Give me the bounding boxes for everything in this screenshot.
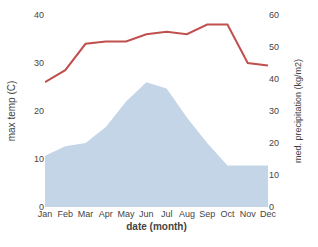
svg-text:60: 60 (269, 10, 279, 20)
svg-text:Dec: Dec (260, 209, 277, 219)
svg-text:max temp (C): max temp (C) (6, 81, 17, 142)
svg-text:40: 40 (34, 10, 44, 20)
svg-text:May: May (118, 209, 136, 219)
svg-text:date (month): date (month) (126, 221, 187, 232)
svg-text:0: 0 (269, 202, 274, 212)
svg-text:30: 30 (34, 58, 44, 68)
svg-text:Apr: Apr (99, 209, 113, 219)
svg-text:50: 50 (269, 42, 279, 52)
svg-text:30: 30 (269, 106, 279, 116)
svg-text:Jan: Jan (38, 209, 53, 219)
svg-text:Oct: Oct (220, 209, 235, 219)
svg-text:10: 10 (269, 170, 279, 180)
svg-text:0: 0 (39, 202, 44, 212)
svg-text:10: 10 (34, 154, 44, 164)
svg-text:Jun: Jun (139, 209, 154, 219)
svg-text:20: 20 (34, 106, 44, 116)
svg-text:Sep: Sep (199, 209, 215, 219)
svg-text:med. precipitation (kg/m2): med. precipitation (kg/m2) (293, 59, 303, 163)
svg-text:Feb: Feb (58, 209, 74, 219)
svg-text:Aug: Aug (179, 209, 195, 219)
svg-text:Jul: Jul (161, 209, 173, 219)
svg-text:40: 40 (269, 74, 279, 84)
svg-text:Nov: Nov (240, 209, 257, 219)
svg-text:20: 20 (269, 138, 279, 148)
svg-text:Mar: Mar (78, 209, 94, 219)
